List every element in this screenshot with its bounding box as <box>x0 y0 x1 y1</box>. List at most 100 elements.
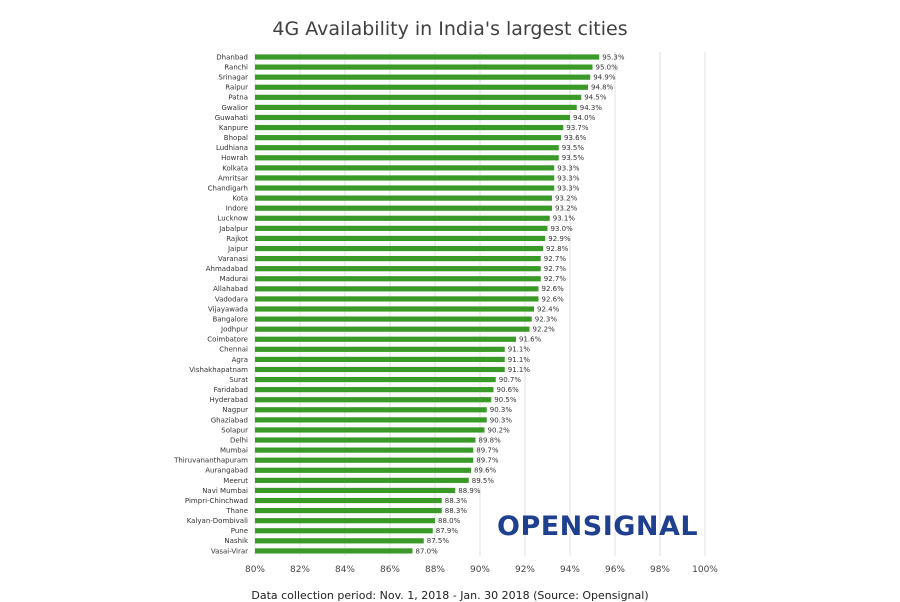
value-label: 92.3% <box>535 315 558 323</box>
value-label: 94.5% <box>584 94 607 102</box>
bar <box>255 266 541 272</box>
bar <box>255 366 505 373</box>
value-label: 92.6% <box>542 295 565 303</box>
bar <box>255 407 487 413</box>
category-label: Ahmadabad <box>206 265 248 273</box>
category-label: Kota <box>232 195 248 203</box>
value-label: 93.5% <box>562 144 585 152</box>
category-label: Howrah <box>221 154 248 162</box>
bar <box>255 155 559 161</box>
bar <box>255 508 442 514</box>
bar <box>255 316 532 322</box>
bar <box>255 487 456 494</box>
category-label: Srinagar <box>218 74 248 82</box>
value-label: 92.4% <box>537 305 560 313</box>
value-label: 94.3% <box>580 104 603 112</box>
bar <box>255 376 496 383</box>
bar <box>255 185 555 191</box>
category-label: Amritsar <box>218 174 248 182</box>
bar <box>255 296 539 302</box>
category-label: Varanasi <box>218 255 248 263</box>
category-label: Raipur <box>225 84 248 92</box>
value-label: 88.3% <box>445 507 468 515</box>
category-label: Jaipur <box>227 245 248 253</box>
value-label: 93.6% <box>564 134 587 142</box>
category-label: Gwalior <box>222 104 249 112</box>
bar <box>255 205 552 211</box>
category-label: Pimpri-Chinchwad <box>185 497 248 505</box>
category-label: Kalyan-Dombivali <box>187 517 248 525</box>
value-label: 90.7% <box>499 376 522 384</box>
bar <box>255 276 541 282</box>
category-label: Vadodara <box>215 295 248 303</box>
value-label: 92.7% <box>544 265 567 273</box>
x-tick-label: 86% <box>380 565 400 575</box>
value-label: 94.0% <box>573 114 596 122</box>
value-label: 90.3% <box>490 416 513 424</box>
value-label: 94.8% <box>591 84 614 92</box>
x-tick-label: 82% <box>290 565 310 575</box>
bar <box>255 467 471 473</box>
value-label: 88.9% <box>458 487 481 495</box>
value-label: 92.2% <box>533 326 556 334</box>
category-label: Ludhiana <box>216 144 248 152</box>
value-label: 90.5% <box>494 396 517 404</box>
value-label: 95.3% <box>602 53 625 61</box>
bar <box>255 528 433 534</box>
value-label: 93.5% <box>562 154 585 162</box>
value-label: 92.8% <box>546 245 569 253</box>
bar <box>255 165 555 171</box>
category-label: Delhi <box>230 436 248 444</box>
bar <box>255 245 543 252</box>
value-label: 93.7% <box>566 124 589 132</box>
category-label: Mumbai <box>220 447 248 455</box>
value-label: 88.3% <box>445 497 468 505</box>
x-tick-label: 90% <box>470 565 490 575</box>
category-label: Guwahati <box>215 114 248 122</box>
bar <box>255 356 505 362</box>
category-label: Bangalore <box>212 315 248 323</box>
bar <box>255 84 588 90</box>
x-tick-label: 100% <box>692 565 718 575</box>
bar <box>255 437 476 443</box>
value-label: 87.9% <box>436 527 459 535</box>
category-label: Madurai <box>220 275 248 283</box>
value-label: 93.2% <box>555 205 578 213</box>
bar <box>255 457 474 463</box>
x-tick-label: 92% <box>515 565 535 575</box>
value-label: 89.7% <box>476 457 499 465</box>
bar <box>255 497 442 504</box>
category-label: Lucknow <box>217 215 248 223</box>
category-label: Chennai <box>219 346 248 354</box>
value-label: 95.0% <box>596 63 619 71</box>
value-label: 91.1% <box>508 346 531 354</box>
labels: 80% 82% 84% 86% 88% 90% 92% 94% 96% 98% 100% Dhanba… <box>173 53 718 575</box>
value-label: 88.0% <box>438 517 461 525</box>
category-label: Indore <box>226 205 248 213</box>
bar <box>255 175 555 181</box>
value-label: 93.3% <box>557 164 580 172</box>
value-label: 89.8% <box>479 436 502 444</box>
value-label: 93.3% <box>557 184 580 192</box>
category-label: Kolkata <box>222 164 248 172</box>
category-label: Kanpure <box>219 124 248 132</box>
category-label: Patna <box>228 94 248 102</box>
category-label: Navi Mumbai <box>202 487 248 495</box>
value-label: 89.7% <box>476 447 499 455</box>
value-label: 89.5% <box>472 477 495 485</box>
bar <box>255 64 593 70</box>
category-label: Chandigarh <box>208 184 248 192</box>
value-label: 92.6% <box>542 285 565 293</box>
category-label: Surat <box>229 376 248 384</box>
bar <box>255 225 548 231</box>
category-label: Jodhpur <box>220 326 248 334</box>
category-label: Dhanbad <box>216 53 248 61</box>
bar <box>255 518 435 524</box>
opensignal-logo: OPENSIGNAL <box>497 511 699 542</box>
category-label: Ghaziabad <box>211 416 248 424</box>
category-label: Allahabad <box>213 285 248 293</box>
value-label: 93.2% <box>555 195 578 203</box>
category-label: Nagpur <box>222 406 248 414</box>
bar <box>255 447 474 453</box>
bar <box>255 74 591 80</box>
